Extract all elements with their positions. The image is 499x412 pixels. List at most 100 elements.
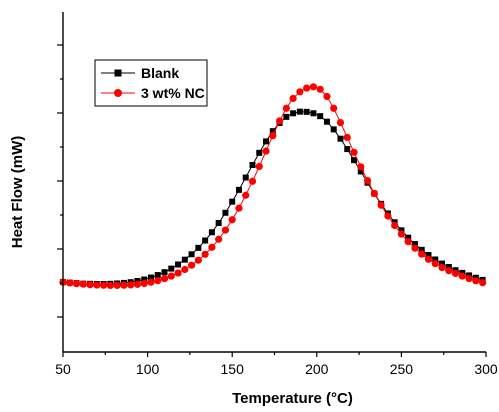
data-point <box>127 281 135 289</box>
data-point <box>330 126 337 133</box>
data-point <box>256 149 263 156</box>
data-point <box>357 168 364 175</box>
data-point <box>86 281 94 289</box>
data-point <box>181 256 188 263</box>
data-point <box>404 237 412 246</box>
data-point <box>351 157 358 164</box>
data-point <box>337 135 344 142</box>
data-point <box>255 162 263 171</box>
data-point <box>188 251 195 258</box>
data-point <box>377 201 385 209</box>
data-point <box>72 280 81 288</box>
data-point <box>465 275 473 283</box>
data-point <box>350 148 358 156</box>
plot-area <box>59 83 487 290</box>
data-point <box>418 246 425 253</box>
data-point <box>208 243 216 251</box>
data-point <box>357 163 365 171</box>
data-point <box>296 108 303 115</box>
data-point <box>229 198 236 205</box>
data-point <box>269 132 277 140</box>
data-point <box>160 275 169 283</box>
data-point <box>195 244 202 251</box>
data-point <box>445 264 452 270</box>
data-point <box>235 186 242 193</box>
data-point <box>106 281 114 290</box>
data-point <box>221 226 230 234</box>
data-point <box>316 85 324 93</box>
data-point <box>187 261 196 269</box>
data-point <box>344 146 351 153</box>
data-point <box>323 92 331 101</box>
data-point <box>391 221 399 230</box>
data-point <box>330 104 338 112</box>
data-point <box>343 133 351 142</box>
data-point <box>215 235 223 243</box>
data-point <box>242 191 250 199</box>
data-point <box>93 281 101 289</box>
x-tick-label: 50 <box>55 361 71 377</box>
data-point <box>100 281 108 289</box>
data-point <box>141 276 148 283</box>
data-point <box>79 280 87 288</box>
data-point <box>309 83 318 91</box>
data-point <box>310 110 317 117</box>
data-point <box>215 219 222 226</box>
data-point <box>290 110 297 117</box>
data-point <box>202 237 209 244</box>
data-point <box>175 261 182 268</box>
data-point <box>66 279 74 287</box>
data-point <box>248 177 257 185</box>
x-tick-label: 100 <box>136 361 160 377</box>
data-point <box>384 212 392 220</box>
data-point <box>303 108 310 115</box>
data-point <box>363 176 372 185</box>
data-point <box>323 118 330 125</box>
data-point <box>296 88 304 96</box>
data-point <box>242 174 249 181</box>
data-point <box>154 277 162 285</box>
data-point <box>336 118 345 127</box>
data-point <box>161 269 168 276</box>
data-point <box>222 209 229 216</box>
data-point <box>472 277 480 285</box>
data-point <box>479 279 487 287</box>
data-point <box>398 227 405 234</box>
data-point <box>397 230 405 238</box>
data-point <box>263 138 270 145</box>
legend-label: 3 wt% NC <box>141 85 205 101</box>
axes: 50 100 150 200 250 300 <box>55 12 498 377</box>
data-point <box>208 229 215 236</box>
data-point <box>275 117 284 125</box>
data-point <box>262 147 270 155</box>
data-point <box>303 84 311 92</box>
data-point <box>174 269 182 277</box>
y-axis-title: Heat Flow (mW) <box>9 136 26 249</box>
data-point <box>451 269 460 278</box>
data-point <box>269 128 276 135</box>
data-point <box>201 250 209 258</box>
legend-marker <box>114 69 122 77</box>
data-point <box>431 260 439 268</box>
data-point <box>317 113 324 120</box>
legend-box <box>94 59 208 107</box>
series-3wt-nc <box>59 83 487 290</box>
data-point <box>439 260 446 267</box>
data-point <box>438 263 446 272</box>
data-point <box>432 256 439 263</box>
x-tick-label: 250 <box>390 361 414 377</box>
data-point <box>282 104 290 112</box>
data-point <box>235 204 243 212</box>
data-point <box>120 281 128 289</box>
data-point <box>405 234 412 241</box>
data-point <box>249 162 256 168</box>
data-point <box>113 281 121 290</box>
data-point <box>370 189 378 198</box>
data-point <box>445 267 453 275</box>
x-axis-title: Temperature (°C) <box>232 390 353 407</box>
data-point <box>425 252 432 259</box>
x-tick-label: 150 <box>221 361 245 377</box>
legend-marker <box>114 89 122 97</box>
data-point <box>458 272 466 280</box>
